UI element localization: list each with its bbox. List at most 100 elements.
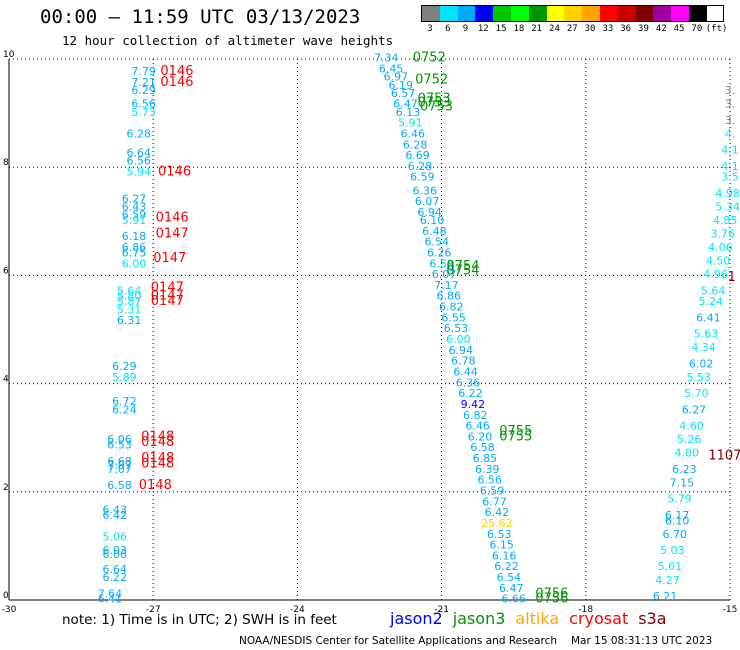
wave-height-label: 3. [725, 84, 736, 97]
legend-swatch [510, 6, 529, 21]
pass-time-label: 0753 [418, 96, 451, 111]
wave-height-label: 6.00 [122, 257, 147, 270]
wave-height-label: 6.86 [437, 290, 462, 303]
legend-bin-label: 36 [620, 24, 632, 34]
legend-bin-label: 70 [691, 24, 703, 34]
pass-time-label: 0147 [151, 294, 184, 309]
wave-height-label: 4.06 [708, 241, 733, 254]
wave-height-label: 4.60 [679, 420, 704, 433]
wave-height-label: 6.68 [107, 455, 132, 468]
wave-height-label: 4.27 [655, 574, 680, 587]
pass-time-label: 0755 [499, 429, 532, 444]
legend-bin-label: 18 [513, 24, 525, 34]
pass-time-label: 0754 [446, 259, 479, 274]
satellite-cryosat: cryosat [569, 609, 629, 628]
wave-height-label: 6.58 [429, 257, 454, 270]
wave-height-label: 4.98 [715, 187, 740, 200]
chart-title: 00:00 – 11:59 UTC 03/13/2023 [40, 6, 361, 28]
wave-height-label: 7.17 [434, 279, 459, 292]
wave-height-label: 5.34 [715, 200, 740, 213]
legend-bin-label: 3 [427, 24, 433, 34]
wave-height-label: 3.5 [721, 171, 739, 184]
legend-bin-label: 12 [477, 24, 489, 34]
y-tick-label: 6 [3, 266, 9, 276]
wave-height-label: 6.82 [439, 301, 464, 314]
wave-height-label: 5.03 [660, 544, 685, 557]
y-tick-label: 2 [3, 483, 9, 493]
pass-time-label: 0147 [156, 227, 189, 242]
footer-note: note: 1) Time is in UTC; 2) SWH is in fe… [62, 612, 337, 628]
wave-height-label: 6.45 [379, 63, 404, 76]
legend-swatch [582, 6, 600, 21]
wave-height-label: 5.64 [117, 284, 142, 297]
wave-height-label: 6.46 [465, 420, 490, 433]
legend-swatch [475, 6, 494, 21]
wave-height-label: 4.1 [721, 160, 739, 173]
wave-height-label: 6.53 [487, 528, 512, 541]
satellite-altika: altika [515, 609, 560, 628]
wave-height-label: 6.27 [682, 403, 707, 416]
wave-height-label: 7.07 [107, 459, 132, 472]
pass-time-label: 0753 [418, 91, 451, 106]
color-legend: 3 6 9 12 15 18 21 24 27 30 33 36 39 42 45 70 (ft) [421, 5, 727, 34]
pass-time-label: 0146 [158, 164, 191, 179]
pass-time-label: 0148 [141, 456, 174, 471]
wave-height-label: 6.70 [662, 528, 687, 541]
wave-height-label: 6.10 [420, 214, 445, 227]
wave-height-label: 6.56 [127, 154, 152, 167]
x-tick-label: -27 [146, 605, 161, 615]
legend-bin-label: 24 [549, 24, 560, 34]
legend-labels: 3 6 9 12 15 18 21 24 27 30 33 36 39 42 45 70 (ft) [421, 24, 727, 34]
pass-time-label: 0754 [446, 263, 479, 278]
wave-height-label: 6.97 [384, 71, 409, 84]
wave-height-label: 6.75 [122, 246, 147, 259]
satellite-jason3: jason3 [452, 609, 506, 628]
wave-height-label: 3.76 [711, 228, 736, 241]
wave-height-label: 6.03 [102, 544, 127, 557]
legend-swatch [457, 6, 476, 21]
wave-height-label: 5.31 [117, 303, 142, 316]
wave-height-label: 7.15 [670, 476, 695, 489]
legend-swatch [617, 6, 636, 21]
wave-height-label: 7.79 [131, 65, 156, 78]
wave-height-label: 6.31 [117, 314, 142, 327]
legend-swatch [564, 6, 583, 21]
wave-height-label: 5.06 [102, 530, 127, 543]
wave-height-label: 5.91 [122, 214, 147, 227]
pass-time-label: 0147 [151, 281, 184, 296]
wave-height-label: 6.18 [122, 230, 147, 243]
wave-height-label: 5.24 [699, 295, 724, 308]
wave-height-label: 4.50 [706, 255, 731, 268]
wave-height-label: 7.21 [131, 76, 156, 89]
wave-height-label: 6.59 [122, 209, 147, 222]
wave-height-label: 6.06 [102, 548, 127, 561]
legend-bin-label: 9 [462, 24, 469, 34]
wave-height-label: 6.69 [405, 149, 430, 162]
legend-swatch [439, 6, 458, 21]
wave-height-label: 6.94 [417, 206, 442, 219]
x-tick-label: -18 [578, 605, 593, 615]
wave-height-label: 6.56 [131, 98, 156, 111]
wave-height-label: 6.72 [112, 395, 137, 408]
wave-height-label: 6.07 [415, 195, 440, 208]
legend-bin-label: 15 [495, 24, 507, 34]
wave-height-label: 6.64 [102, 563, 127, 576]
wave-height-label: 6.36 [413, 184, 438, 197]
wave-height-label: 6.54 [497, 571, 522, 584]
wave-height-label: 6.16 [492, 549, 517, 562]
wave-height-label: 6.43 [102, 503, 127, 516]
wave-height-label: 6.77 [482, 495, 507, 508]
legend-swatch [493, 6, 511, 21]
wave-height-label: 6.39 [475, 463, 500, 476]
wave-height-label: 6.36 [456, 376, 481, 389]
wave-height-label: 4.34 [691, 341, 716, 354]
wave-height-label: 7.34 [374, 52, 399, 65]
legend-bin-label: 6 [444, 24, 451, 34]
wave-height-label: 5.53 [687, 371, 712, 384]
legend-swatch [546, 6, 565, 21]
pass-time-label: 0148 [141, 451, 174, 466]
wave-height-label: 5.89 [112, 371, 137, 384]
pass-time-label: 0148 [139, 478, 172, 493]
wave-height-label: 6.22 [494, 560, 519, 573]
wave-height-label: 6.85 [473, 452, 498, 465]
